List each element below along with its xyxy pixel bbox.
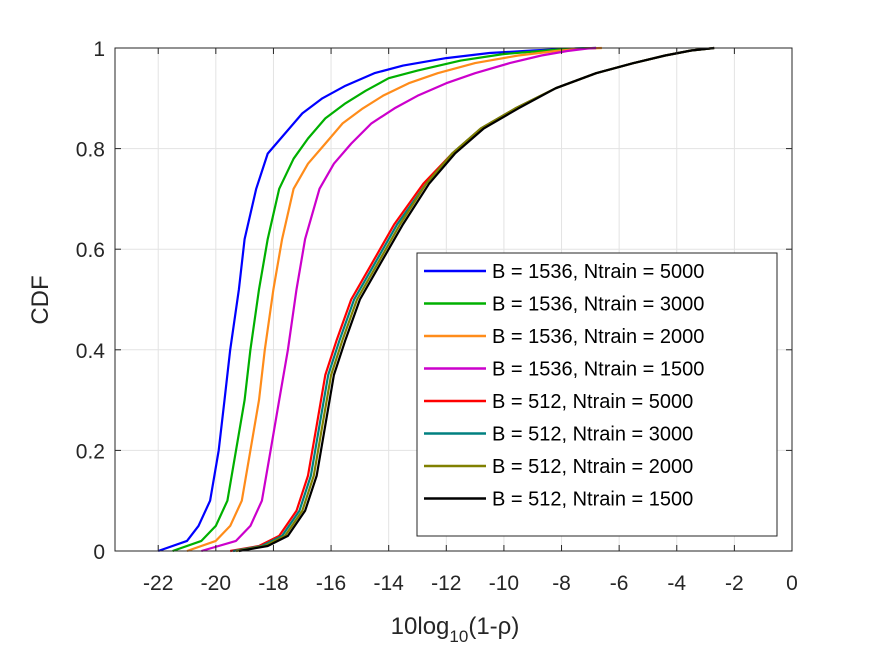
ticks: -22 -20 -18 -16 -14 -12 -10 -8 -6 -4 -2 000.20.40.6…: [76, 38, 798, 595]
x-tick-label: -16: [316, 572, 346, 595]
x-tick-label: -8: [552, 572, 571, 595]
y-tick-label: 0.4: [76, 340, 106, 363]
legend-box: [416, 252, 778, 537]
x-tick-label: -4: [667, 572, 686, 595]
series-layer: [157, 46, 715, 553]
x-tick-label: -20: [201, 572, 231, 595]
y-axis-label: CDF: [27, 275, 54, 324]
x-tick-label: -6: [610, 572, 629, 595]
series-line-2: [172, 46, 597, 553]
x-tick-label: -2: [725, 572, 744, 595]
legend-label-8: B = 512, Ntrain = 1500: [492, 489, 693, 511]
legend: B = 1536, Ntrain = 5000 B = 1536, Ntrain …: [416, 252, 778, 537]
legend-label-1: B = 1536, Ntrain = 5000: [492, 261, 704, 283]
x-tick-label: -18: [258, 572, 288, 595]
y-tick-label: 0: [93, 541, 105, 564]
series-line-1: [157, 46, 597, 553]
legend-label-4: B = 1536, Ntrain = 1500: [492, 359, 704, 381]
plot-frame: [114, 47, 793, 552]
series-line-3: [186, 46, 602, 553]
y-tick-label: 0.2: [76, 440, 105, 463]
x-tick-label: -14: [374, 572, 405, 595]
x-tick-label: -12: [431, 572, 461, 595]
series-line-8: [238, 46, 715, 553]
legend-label-2: B = 1536, Ntrain = 3000: [492, 294, 704, 316]
y-tick-label: 0.8: [76, 139, 105, 162]
x-axis-label-sub: 10: [449, 627, 468, 646]
x-axis-label-tail: (1-ρ): [468, 613, 519, 640]
x-tick-label: 0: [786, 572, 798, 595]
legend-label-5: B = 512, Ntrain = 5000: [492, 391, 693, 413]
x-axis-label: 10log10(1-ρ): [391, 613, 520, 646]
x-tick-label: -22: [143, 572, 173, 595]
x-tick-label: -10: [489, 572, 519, 595]
x-axis-label-main: 10log: [391, 613, 450, 640]
legend-label-6: B = 512, Ntrain = 3000: [492, 424, 693, 446]
legend-label-3: B = 1536, Ntrain = 2000: [492, 326, 704, 348]
legend-label-7: B = 512, Ntrain = 2000: [492, 456, 693, 478]
series-line-4: [201, 46, 597, 553]
y-tick-label: 1: [93, 38, 105, 61]
y-tick-label: 0.6: [76, 239, 105, 262]
